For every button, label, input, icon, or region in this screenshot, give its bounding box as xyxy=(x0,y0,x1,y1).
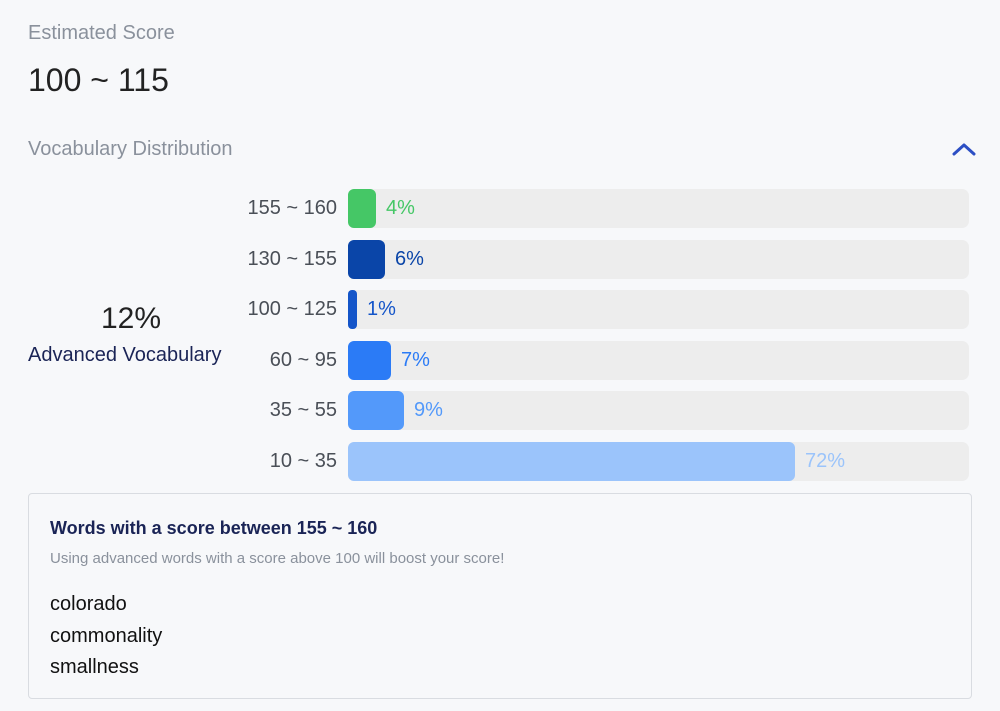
bar-category-label: 155 ~ 160 xyxy=(247,197,337,219)
bar-track[interactable]: 7% xyxy=(348,340,969,380)
word-item: commonality xyxy=(50,624,163,647)
bar-fill xyxy=(348,391,404,431)
bar-value-label: 1% xyxy=(367,298,396,321)
words-panel-title: Words with a score between 155 ~ 160 xyxy=(50,518,378,538)
words-panel-subtitle: Using advanced words with a score above … xyxy=(50,550,505,567)
bar-category-label: 100 ~ 125 xyxy=(247,298,337,321)
bar-category-label: 130 ~ 155 xyxy=(247,247,337,270)
bar-value-label: 9% xyxy=(414,399,443,422)
collapse-button[interactable] xyxy=(949,136,979,162)
bar-value-label: 72% xyxy=(805,450,846,472)
words-list: colorado commonality smallness xyxy=(50,589,162,684)
bar-track[interactable]: 72% xyxy=(348,442,969,481)
advanced-vocabulary-label: Advanced Vocabulary xyxy=(28,344,222,366)
vocabulary-distribution-header: Vocabulary Distribution xyxy=(28,138,233,160)
bar-fill xyxy=(348,189,376,228)
estimated-score-value: 100 ~ 115 xyxy=(28,62,169,98)
bar-value-label: 7% xyxy=(401,348,430,371)
advanced-vocabulary-percent: 12% xyxy=(100,302,162,335)
bar-value-label: 4% xyxy=(386,197,415,219)
bar-value-label: 6% xyxy=(395,247,424,270)
bar-fill xyxy=(348,290,357,330)
word-item: colorado xyxy=(50,593,127,615)
chevron-up-icon xyxy=(952,143,976,156)
bar-track[interactable]: 4% xyxy=(348,189,969,228)
bar-track[interactable]: 9% xyxy=(348,391,969,431)
bar-category-label: 35 ~ 55 xyxy=(269,399,337,422)
bar-category-label: 10 ~ 35 xyxy=(269,450,337,472)
bar-track[interactable]: 6% xyxy=(348,239,969,279)
bar-fill xyxy=(348,340,391,380)
estimated-score-label: Estimated Score xyxy=(28,22,175,44)
bar-category-label: 60 ~ 95 xyxy=(269,348,337,371)
bar-fill xyxy=(348,442,795,481)
bar-track[interactable]: 1% xyxy=(348,290,969,330)
words-panel: Words with a score between 155 ~ 160 Usi… xyxy=(28,493,972,699)
bar-fill xyxy=(348,239,385,279)
word-item: smallness xyxy=(50,656,139,678)
